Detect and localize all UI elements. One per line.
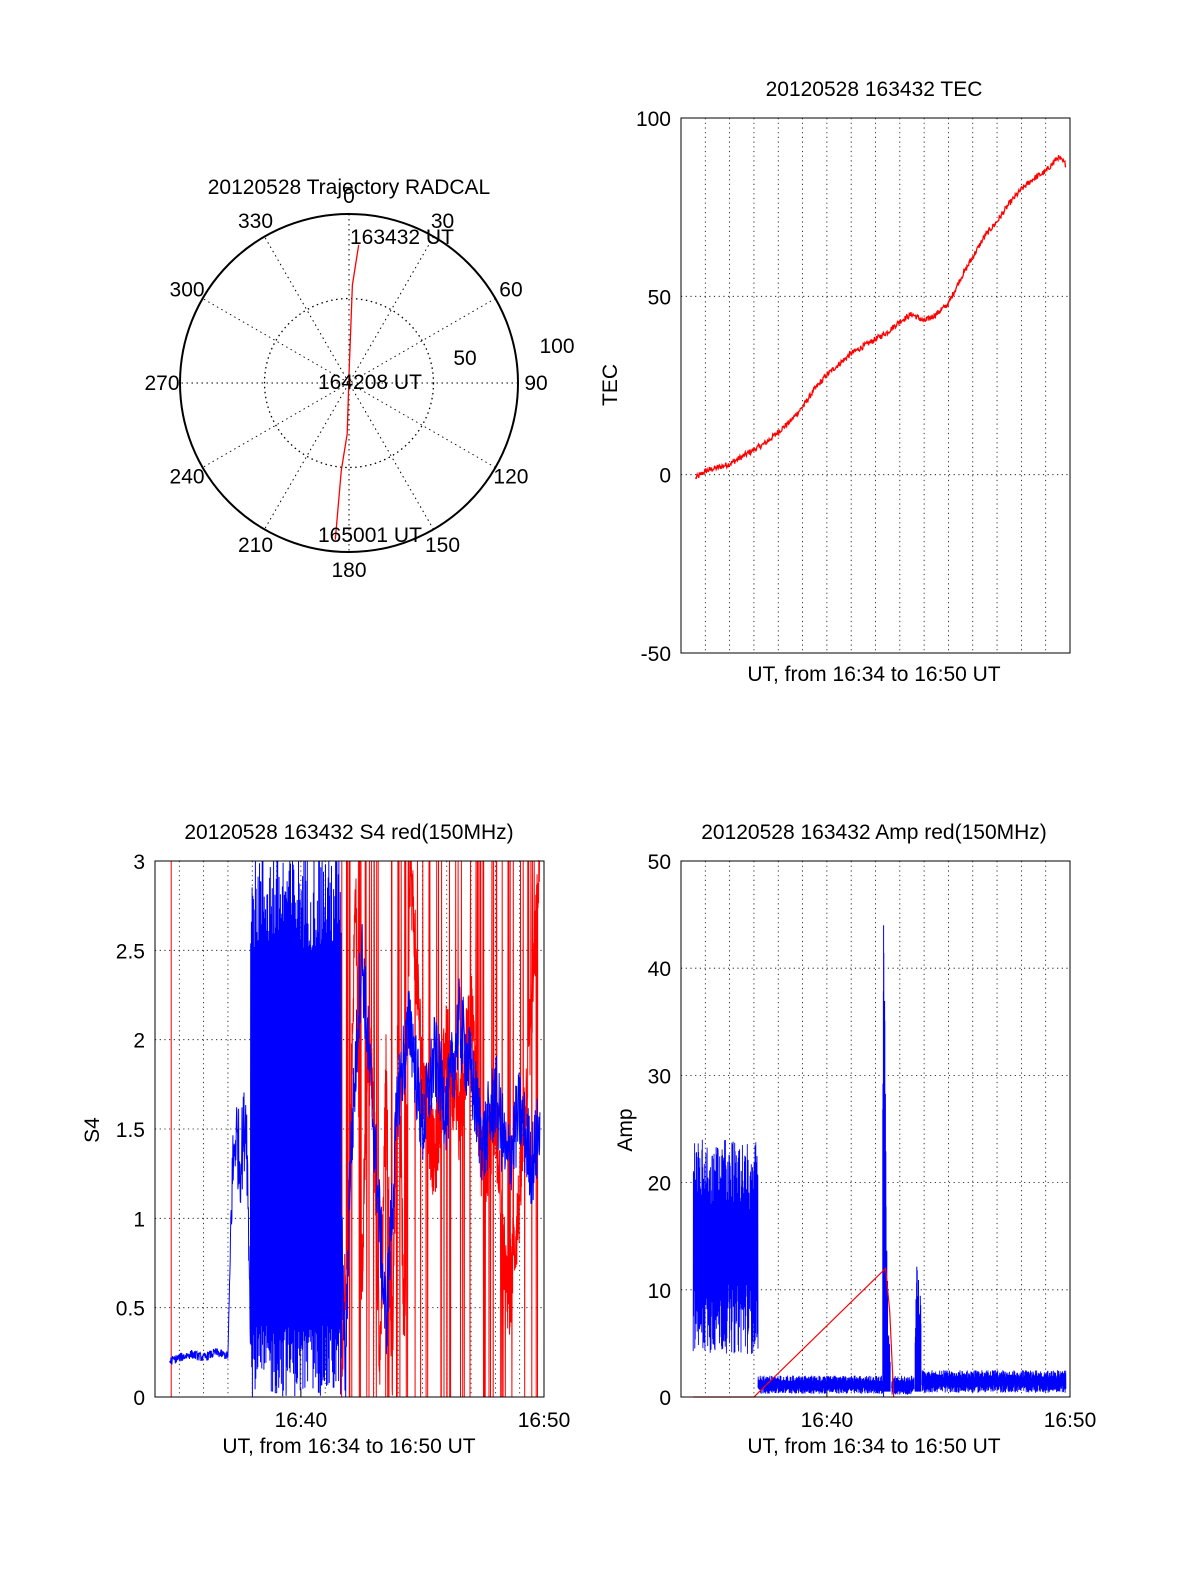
angle-label-180: 180 xyxy=(331,559,366,582)
tec-yticks: -50 0 50 100 xyxy=(636,108,671,666)
ytick-label: 50 xyxy=(648,286,671,309)
s4-chart: 20120528 163432 S4 red(150MHz) 0 0.5 1 1.5 2… xyxy=(81,821,570,1458)
radius-label-50: 50 xyxy=(453,347,476,370)
amp-series xyxy=(692,925,1067,1398)
ytick-label: 40 xyxy=(648,958,671,981)
angle-label-240: 240 xyxy=(170,466,205,489)
radius-label-100: 100 xyxy=(539,335,574,358)
tec-ylabel: TEC xyxy=(599,364,622,406)
blue-spikes xyxy=(882,925,922,1397)
ytick-label: -50 xyxy=(641,643,671,666)
ytick-label: 0 xyxy=(133,1387,145,1410)
tec-chart: 20120528 163432 TEC -50 0 50 100 UT, from 1… xyxy=(599,78,1071,686)
angle-label-90: 90 xyxy=(524,372,547,395)
amp-title: 20120528 163432 Amp red(150MHz) xyxy=(701,821,1047,844)
polar-spoke xyxy=(264,236,434,530)
blue-noise-band xyxy=(757,1375,885,1394)
tec-title: 20120528 163432 TEC xyxy=(766,78,983,101)
ytick-label: 0 xyxy=(659,465,671,488)
ytick-label: 20 xyxy=(648,1173,671,1196)
xtick-label: 16:50 xyxy=(1044,1409,1097,1432)
ytick-label: 50 xyxy=(648,851,671,874)
polar-spoke xyxy=(202,298,496,468)
angle-label-330: 330 xyxy=(238,210,273,233)
ytick-label: 3 xyxy=(133,851,145,874)
angle-label-0: 0 xyxy=(343,185,355,208)
amp-ticks: 0 10 20 30 40 50 16:40 16:50 xyxy=(648,851,1097,1432)
trajectory-polar-chart: 20120528 Trajectory RADCAL 0 30 60 90 120 150… xyxy=(144,176,574,582)
s4-ylabel: S4 xyxy=(81,1117,104,1143)
ytick-label: 2.5 xyxy=(116,940,145,963)
blue-series-line xyxy=(169,860,541,1398)
angle-label-60: 60 xyxy=(499,279,522,302)
ytick-label: 2 xyxy=(133,1030,145,1053)
polar-spoke xyxy=(264,236,434,530)
tec-grid xyxy=(681,118,1070,653)
ytick-label: 10 xyxy=(648,1280,671,1303)
annotation-mid: 164208 UT xyxy=(318,371,422,394)
angle-label-150: 150 xyxy=(425,534,460,557)
polar-spoke xyxy=(202,298,496,468)
s4-title: 20120528 163432 S4 red(150MHz) xyxy=(184,821,513,844)
s4-ticks: 0 0.5 1 1.5 2 2.5 3 16:40 16:50 xyxy=(116,851,570,1432)
ytick-label: 1 xyxy=(133,1208,145,1231)
amp-frame xyxy=(680,860,1071,1398)
amp-chart: 20120528 163432 Amp red(150MHz) 0 10 20 30 4… xyxy=(614,821,1096,1458)
ytick-label: 30 xyxy=(648,1065,671,1088)
xtick-label: 16:40 xyxy=(801,1409,854,1432)
xtick-label: 16:50 xyxy=(518,1409,571,1432)
angle-label-120: 120 xyxy=(493,466,528,489)
angle-label-300: 300 xyxy=(170,279,205,302)
amp-xlabel: UT, from 16:34 to 16:50 UT xyxy=(747,1435,1000,1458)
blue-noise-band xyxy=(692,1139,759,1354)
ytick-label: 0.5 xyxy=(116,1298,145,1321)
s4-xlabel: UT, from 16:34 to 16:50 UT xyxy=(222,1435,475,1458)
blue-noise-band xyxy=(921,1370,1067,1393)
annotation-end: 165001 UT xyxy=(318,524,422,547)
polar-angle-labels: 0 30 60 90 120 150 180 210 240 270 300 330 xyxy=(144,185,547,582)
ytick-label: 0 xyxy=(659,1387,671,1410)
annotation-start: 163432 UT xyxy=(350,226,454,249)
red-series-line xyxy=(340,859,540,1398)
s4-series xyxy=(169,859,541,1398)
angle-label-210: 210 xyxy=(238,534,273,557)
tec-series-line xyxy=(694,155,1067,480)
blue-noise-band xyxy=(891,1375,915,1395)
tec-frame xyxy=(680,117,1071,654)
trajectory-title: 20120528 Trajectory RADCAL xyxy=(208,176,491,199)
tec-xlabel: UT, from 16:34 to 16:50 UT xyxy=(747,663,1000,686)
polar-outer-ring xyxy=(179,213,519,553)
amp-grid xyxy=(681,861,1070,1397)
amp-ylabel: Amp xyxy=(614,1108,637,1151)
s4-frame xyxy=(154,860,545,1398)
angle-label-30: 30 xyxy=(431,210,454,233)
angle-label-270: 270 xyxy=(144,372,179,395)
polar-grid xyxy=(180,214,518,552)
polar-ring-50 xyxy=(263,297,435,469)
trajectory-line xyxy=(334,244,360,540)
ytick-label: 100 xyxy=(636,108,671,131)
ytick-label: 1.5 xyxy=(116,1119,145,1142)
xtick-label: 16:40 xyxy=(275,1409,328,1432)
